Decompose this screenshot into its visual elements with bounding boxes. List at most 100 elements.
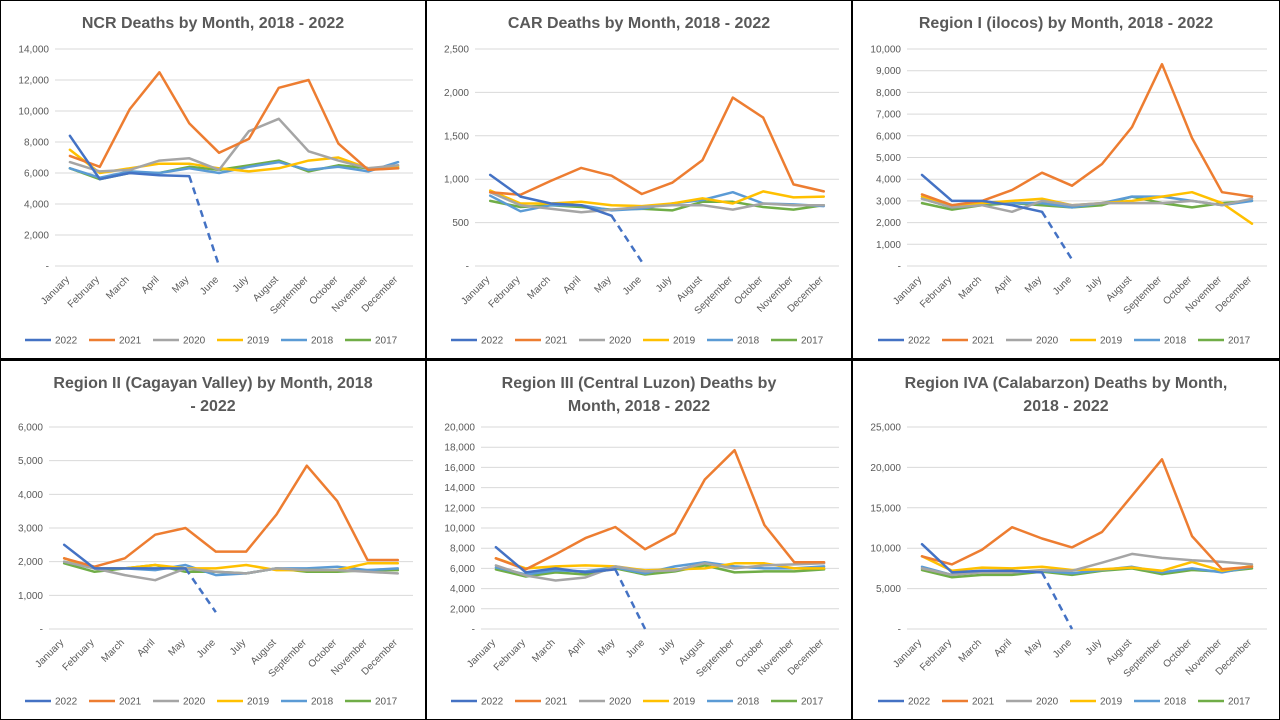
y-tick-label: -	[472, 625, 475, 636]
legend-label: 2021	[972, 336, 995, 347]
series-projection-2022	[614, 568, 647, 630]
legend-item-2018: 2018	[281, 336, 334, 347]
chart-panel-region-2: Region II (Cagayan Valley) by Month, 201…	[1, 361, 425, 719]
legend-item-2021: 2021	[89, 697, 142, 708]
legend-label: 2021	[119, 697, 142, 708]
y-tick-label: 14,000	[18, 45, 49, 56]
y-tick-label: -	[898, 262, 901, 273]
series-line-2019	[920, 555, 1254, 573]
series-line-2021	[62, 464, 400, 568]
y-tick-label: 8,000	[450, 544, 475, 555]
legend-item-2022: 2022	[25, 697, 78, 708]
legend-item-2020: 2020	[153, 336, 206, 347]
series-line-2022	[920, 173, 1044, 214]
series-line-2022	[494, 545, 617, 574]
x-tick-label: May	[592, 274, 613, 295]
legend-label: 2018	[737, 336, 760, 347]
legend-label: 2019	[247, 697, 270, 708]
y-tick-label: 14,000	[444, 483, 475, 494]
y-tick-label: 16,000	[444, 463, 475, 474]
chart-panel-region-4a: Region IVA (Calabarzon) Deaths by Month,…	[853, 361, 1279, 719]
legend-item-2020: 2020	[153, 697, 206, 708]
y-tick-label: 10,000	[870, 544, 901, 555]
series-line-2022	[68, 134, 191, 181]
legend-item-2017: 2017	[771, 697, 824, 708]
legend-label: 2020	[1036, 336, 1059, 347]
legend-label: 2017	[801, 336, 824, 347]
x-tick-label: February	[66, 274, 102, 310]
chart-title: 2018 - 2022	[1023, 398, 1109, 415]
series-line-2020	[920, 552, 1254, 577]
legend-label: 2020	[609, 697, 632, 708]
series-line-2021	[920, 62, 1254, 207]
y-tick-label: 25,000	[870, 423, 901, 434]
y-tick-label: 5,000	[18, 456, 43, 467]
legend-label: 2019	[247, 336, 270, 347]
y-tick-label: 500	[452, 218, 469, 229]
x-tick-label: February	[918, 274, 954, 310]
x-tick-label: June	[1051, 274, 1074, 297]
y-tick-label: 1,000	[18, 591, 43, 602]
legend-label: 2017	[1228, 336, 1251, 347]
chart-panel-car: CAR Deaths by Month, 2018 - 2022 - 500 1,00…	[427, 1, 851, 358]
y-tick-label: 8,000	[876, 88, 901, 99]
y-tick-label: 4,000	[876, 175, 901, 186]
x-tick-label: June	[624, 637, 647, 660]
legend-label: 2019	[673, 697, 696, 708]
legend-label: 2018	[1164, 697, 1187, 708]
y-tick-label: 6,000	[18, 423, 43, 434]
x-tick-label: July	[228, 637, 248, 657]
legend-item-2017: 2017	[1198, 697, 1251, 708]
chart-svg: Region IVA (Calabarzon) Deaths by Month,…	[870, 375, 1267, 708]
x-tick-label: June	[1051, 637, 1074, 660]
legend-item-2019: 2019	[217, 697, 270, 708]
legend-label: 2018	[311, 336, 334, 347]
series-projection-2022	[184, 567, 217, 613]
chart-svg: Region III (Central Luzon) Deaths by Mont…	[444, 375, 839, 708]
series-line-2020	[494, 562, 826, 582]
y-tick-label: 15,000	[870, 503, 901, 514]
y-tick-label: 3,000	[18, 524, 43, 535]
legend-item-2021: 2021	[942, 336, 995, 347]
x-tick-label: February	[918, 637, 954, 673]
chart-title: NCR Deaths by Month, 2018 - 2022	[82, 15, 344, 32]
legend-label: 2020	[1036, 697, 1059, 708]
y-tick-label: 4,000	[18, 490, 43, 501]
y-tick-label: 2,000	[450, 604, 475, 615]
legend-item-2019: 2019	[1070, 697, 1123, 708]
legend-item-2021: 2021	[89, 336, 142, 347]
x-tick-label: May	[1023, 637, 1044, 658]
y-tick-label: -	[40, 625, 43, 636]
legend-label: 2018	[737, 697, 760, 708]
legend-label: 2021	[545, 336, 568, 347]
legend-item-2018: 2018	[1134, 697, 1187, 708]
x-tick-label: March	[957, 637, 984, 664]
y-tick-label: 20,000	[870, 463, 901, 474]
x-tick-label: May	[1023, 274, 1044, 295]
x-tick-label: June	[198, 274, 221, 297]
legend-label: 2022	[908, 336, 931, 347]
y-tick-label: 6,000	[24, 169, 49, 180]
legend-label: 2021	[119, 336, 142, 347]
y-tick-label: 2,000	[876, 218, 901, 229]
series-projection-2022	[1040, 571, 1074, 630]
legend-label: 2022	[55, 336, 78, 347]
legend-item-2020: 2020	[579, 697, 632, 708]
chart-svg: Region II (Cagayan Valley) by Month, 201…	[18, 375, 413, 708]
chart-title: Region IVA (Calabarzon) Deaths by Month,	[905, 375, 1228, 392]
y-tick-label: 2,500	[444, 45, 469, 56]
legend-label: 2022	[481, 697, 504, 708]
legend-item-2021: 2021	[515, 336, 568, 347]
series-projection-2022	[188, 175, 221, 267]
legend-label: 2017	[1228, 697, 1251, 708]
legend-label: 2017	[801, 697, 824, 708]
legend-item-2022: 2022	[451, 697, 504, 708]
x-tick-label: April	[992, 274, 1014, 296]
y-tick-label: 18,000	[444, 443, 475, 454]
series-line-2020	[68, 117, 400, 173]
x-tick-label: June	[621, 274, 644, 297]
y-tick-label: 3,000	[876, 196, 901, 207]
series-line-2017	[494, 564, 826, 578]
x-tick-label: April	[135, 637, 157, 659]
y-tick-label: -	[46, 262, 49, 273]
